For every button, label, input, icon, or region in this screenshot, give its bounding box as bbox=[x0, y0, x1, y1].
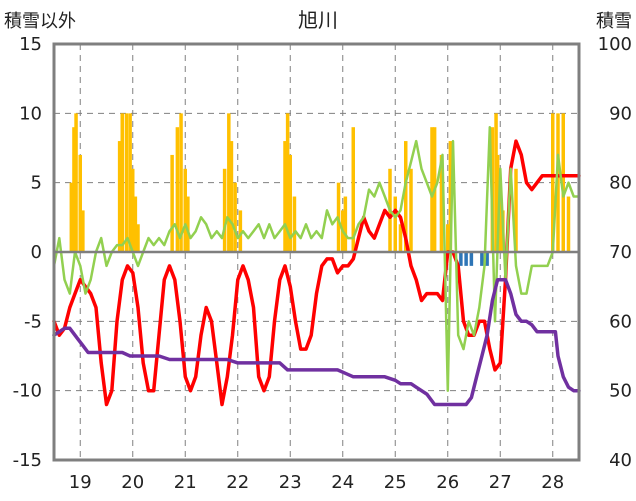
bar bbox=[556, 113, 560, 252]
bar bbox=[227, 113, 231, 252]
y-right-tick-label: 40 bbox=[609, 450, 632, 471]
bar bbox=[469, 252, 474, 266]
series-line-2 bbox=[52, 125, 581, 392]
bar bbox=[175, 127, 180, 252]
x-tick-label: 26 bbox=[436, 472, 459, 493]
y-right-tick-label: 70 bbox=[609, 242, 632, 263]
bar bbox=[128, 113, 132, 252]
bar bbox=[485, 252, 489, 266]
bar bbox=[398, 224, 403, 252]
y-right-tick-label: 100 bbox=[598, 34, 632, 55]
bar bbox=[222, 168, 227, 252]
line-series bbox=[52, 125, 581, 407]
y-left-tick-label: 5 bbox=[31, 173, 42, 194]
y-right-tick-label: 90 bbox=[609, 103, 632, 124]
bar bbox=[446, 224, 450, 252]
bar bbox=[72, 127, 76, 252]
x-tick-label: 20 bbox=[121, 472, 144, 493]
x-tick-label: 23 bbox=[279, 472, 302, 493]
bar bbox=[409, 168, 413, 252]
bar bbox=[551, 113, 555, 252]
bar bbox=[183, 168, 187, 252]
bar bbox=[448, 141, 453, 252]
bar bbox=[179, 113, 183, 252]
y-left-tick-label: 15 bbox=[19, 34, 42, 55]
bar bbox=[120, 113, 124, 252]
bar bbox=[81, 210, 85, 252]
x-tick-label: 21 bbox=[174, 472, 197, 493]
y-right-axis-title: 積雪 bbox=[596, 11, 632, 32]
y-left-tick-label: 0 bbox=[31, 242, 42, 263]
bar bbox=[566, 196, 571, 252]
bar bbox=[69, 182, 74, 252]
bar bbox=[464, 252, 468, 266]
y-right-tick-label: 60 bbox=[609, 311, 632, 332]
bar bbox=[393, 196, 397, 252]
bar bbox=[480, 252, 484, 266]
x-tick-label: 28 bbox=[541, 472, 564, 493]
x-tick-label: 19 bbox=[69, 472, 92, 493]
bar-series bbox=[69, 113, 571, 266]
plot-frame bbox=[52, 42, 581, 462]
bar bbox=[233, 182, 237, 252]
y-left-tick-label: -5 bbox=[24, 311, 42, 332]
bar bbox=[131, 168, 135, 252]
x-tick-label: 22 bbox=[226, 472, 249, 493]
x-tick-label: 24 bbox=[331, 472, 354, 493]
bar bbox=[561, 113, 565, 252]
bar bbox=[133, 196, 138, 252]
y-left-tick-label: -10 bbox=[13, 381, 42, 402]
bar bbox=[136, 224, 140, 252]
bar bbox=[283, 141, 287, 252]
bar bbox=[351, 127, 355, 252]
bar bbox=[514, 168, 518, 252]
y-left-tick-label: -15 bbox=[13, 450, 42, 471]
bar bbox=[78, 154, 82, 252]
bar bbox=[404, 141, 408, 252]
bar bbox=[459, 252, 463, 266]
bar bbox=[343, 196, 348, 252]
x-tick-label: 25 bbox=[384, 472, 407, 493]
plot-border bbox=[52, 42, 581, 462]
y-right-tick-label: 80 bbox=[609, 173, 632, 194]
bar bbox=[430, 127, 434, 252]
bar bbox=[292, 196, 297, 252]
bar bbox=[288, 154, 292, 252]
y-left-tick-label: 10 bbox=[19, 103, 42, 124]
bar bbox=[238, 210, 243, 252]
bar bbox=[170, 154, 174, 252]
bar bbox=[186, 196, 190, 252]
bar bbox=[74, 113, 78, 252]
bar bbox=[117, 141, 122, 252]
x-tick-label: 27 bbox=[489, 472, 512, 493]
bar bbox=[495, 154, 500, 252]
series-line-1 bbox=[52, 139, 581, 407]
y-right-tick-label: 50 bbox=[609, 381, 632, 402]
series-line-3 bbox=[52, 277, 581, 407]
bar bbox=[439, 154, 444, 252]
bar bbox=[124, 113, 129, 252]
y-left-axis-title: 積雪以外 bbox=[4, 11, 76, 32]
bar bbox=[229, 141, 234, 252]
bar bbox=[498, 182, 502, 252]
bar bbox=[285, 113, 290, 252]
chart-title: 旭川 bbox=[298, 8, 338, 32]
